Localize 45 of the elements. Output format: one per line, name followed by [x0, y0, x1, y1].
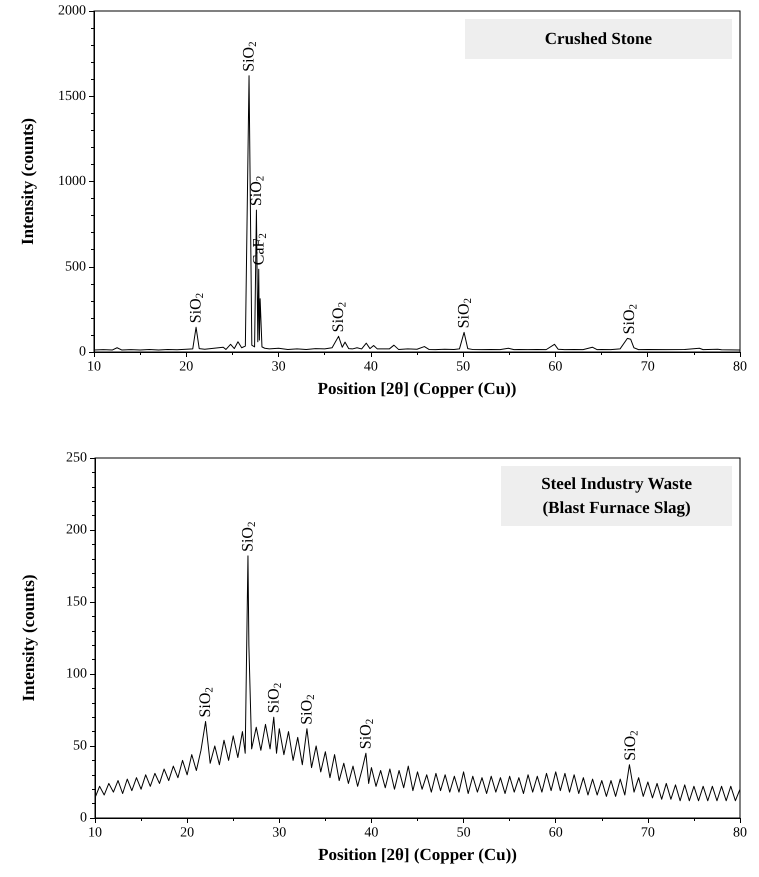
annotation: SiO2	[622, 730, 640, 761]
x-tick-label: 50	[456, 360, 470, 374]
y-tick-label: 100	[66, 666, 87, 682]
annotation: SiO2	[239, 522, 258, 552]
x-tick-label: 40	[364, 360, 378, 374]
title-panel: Crushed Stone	[464, 19, 732, 59]
x-tick-label: 70	[640, 360, 655, 374]
annotation: SiO2	[188, 292, 206, 324]
x-tick-label: 40	[364, 826, 378, 840]
annotation: SiO2	[456, 298, 474, 328]
annotation: SiO2	[298, 694, 317, 725]
x-tick-label: 20	[180, 826, 194, 840]
y-tick-label: 0	[79, 344, 86, 360]
annotation: SiO2	[240, 41, 260, 72]
y-tick-label: 500	[65, 259, 86, 274]
y-tick-label: 200	[66, 522, 87, 538]
annotation: SiO2	[330, 302, 349, 332]
annotation: SiO2	[265, 682, 284, 714]
x-tick-label: 30	[272, 360, 286, 374]
x-tick-label: 60	[548, 360, 562, 374]
annotation: SiO2	[248, 176, 266, 206]
title-panel: Steel Industry Waste (Blast Furnace Slag)	[501, 466, 732, 526]
x-tick-label: 10	[88, 826, 102, 840]
x-tick-label: 50	[456, 826, 471, 840]
annotation: SiO2	[357, 718, 376, 750]
y-tick-label: 50	[73, 738, 87, 754]
y-tick-label: 250	[66, 450, 87, 466]
x-tick-label: 70	[640, 826, 655, 840]
y-tick-label: 2000	[58, 4, 86, 18]
y-tick-label: 0	[80, 810, 87, 826]
x-tick-label: 80	[733, 826, 747, 840]
x-tick-label: 10	[87, 360, 101, 374]
y-axis-title: Intensity (counts)	[18, 118, 37, 246]
y-axis-title: Intensity (counts)	[19, 574, 38, 702]
x-axis-title: Position [2θ] (Copper (Cu))	[318, 379, 516, 398]
annotation: SiO2	[620, 304, 640, 334]
annotation: SiO2	[197, 687, 216, 718]
y-tick-label: 1000	[58, 174, 86, 189]
x-tick-label: 30	[272, 826, 286, 840]
x-tick-label: 60	[548, 826, 563, 840]
y-tick-label: 1500	[58, 88, 86, 104]
x-tick-label: 80	[733, 360, 747, 374]
x-tick-label: 20	[179, 360, 194, 374]
y-tick-label: 150	[66, 594, 87, 610]
x-axis-title: Position [2θ] (Copper (Cu))	[318, 845, 517, 864]
